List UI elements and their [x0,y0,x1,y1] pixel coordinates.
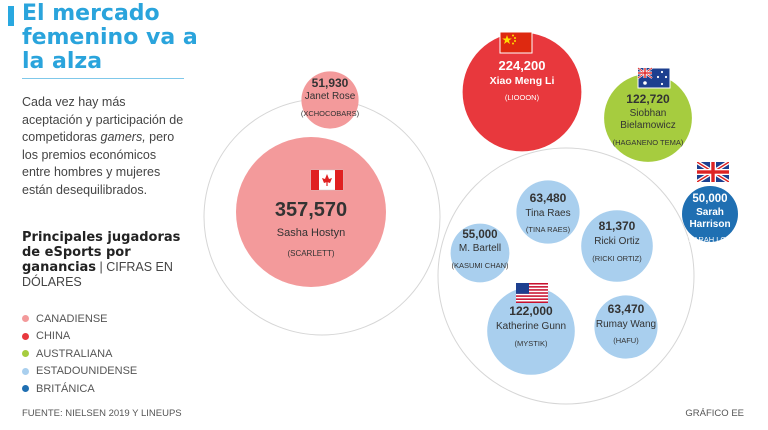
earnings-label-ricki-ortiz: 81,370 [599,219,636,233]
earnings-label-siobhan-bielamowicz: 122,720 [626,92,670,106]
alias-label-katherine-gunn: (MYSTIK) [515,339,548,348]
earnings-label-rumay-wang: 63,470 [608,302,645,316]
legend-label-australiana: AUSTRALIANA [36,347,113,360]
bubble-katherine-gunn [487,287,575,375]
name-label-tina-raes: Tina Raes [525,208,570,219]
legend-item-canadiense: CANADIENSE [22,310,137,328]
chart-subtitle-bold: Principales jugadoras de eSports por gan… [22,230,181,275]
earnings-label-sasha-hostyn: 357,570 [275,199,347,221]
name-label-sarah-harrison-2: Harrison [689,219,730,230]
graphic-credit: GRÁFICO EE [685,408,744,419]
name-label-ricki-ortiz: Ricki Ortiz [594,236,640,247]
alias-label-xiao-meng-li: (LIOOON) [505,93,540,102]
flags [310,31,729,303]
alias-label-sasha-hostyn: (SCARLETT) [287,249,334,258]
alias-label-m-bartell: (KASUMI CHAN) [451,261,509,270]
name-label-siobhan-bielamowicz-2: Bielamowicz [620,120,676,131]
bubbles [236,32,738,375]
intro-text-end: pero los premios económicos entre hombre… [22,130,175,197]
name-label-xiao-meng-li: Xiao Meng Li [490,75,555,87]
legend-label-canadiense: CANADIENSE [36,312,108,325]
name-label-sasha-hostyn: Sasha Hostyn [277,227,345,239]
alias-label-janet-rose: (XCHOCOBARS) [301,109,360,118]
canada-flag [310,169,344,191]
usa-group-ring [437,147,695,405]
legend-swatch-estadounidense [22,367,29,375]
legend-label-britanica: BRITÁNICA [36,382,95,395]
title-accent-bar [8,6,14,26]
name-label-janet-rose: Janet Rose [305,91,356,102]
earnings-label-xiao-meng-li: 224,200 [499,58,546,73]
bubble-sasha-hostyn [236,137,386,287]
legend-label-estadounidense: ESTADOUNIDENSE [36,365,138,378]
bubble-m-bartell [450,223,510,283]
legend-item-australiana: AUSTRALIANA [22,345,137,363]
bubble-labels: 357,570 Sasha Hostyn (SCARLETT) 51,930Janet… [275,58,735,348]
legend-swatch-china [22,332,29,340]
australia-flag [637,67,671,89]
legend-swatch-britanica [22,385,29,393]
legend-swatch-canadiense [22,315,29,323]
intro-text: Cada vez hay más aceptación y participac… [22,94,187,199]
bubble-ricki-ortiz [581,210,653,282]
intro-text-start: Cada vez hay más aceptación y participac… [22,95,184,144]
name-label-siobhan-bielamowicz-1: Siobhan [630,108,667,119]
alias-label-ricki-ortiz: (RICKI ORTIZ) [592,254,642,263]
legend-swatch-australiana [22,350,29,358]
chart-subtitle: Principales jugadoras de eSports por gan… [22,230,192,290]
china-flag [499,31,533,54]
chart-subtitle-separator: | [96,260,107,274]
uk-flag [697,162,729,182]
earnings-label-sarah-harrison: 50,000 [692,193,727,205]
bubble-xiao-meng-li [462,32,582,152]
legend: CANADIENSE CHINA AUSTRALIANA ESTADOUNIDE… [22,310,137,398]
name-label-m-bartell: M. Bartell [459,243,501,254]
source-note: FUENTE: NIELSEN 2019 Y LINEUPS [22,408,182,419]
bubble-tina-raes [516,180,580,244]
bubble-sarah-harrison [682,186,738,242]
chart-subtitle-unit: CIFRAS EN DÓLARES [22,260,173,289]
earnings-label-katherine-gunn: 122,000 [509,304,553,318]
legend-item-britanica: BRITÁNICA [22,380,137,398]
usa-flag [516,283,548,303]
alias-label-siobhan-bielamowicz: (HAGANENO TEMA) [613,138,684,147]
bubble-janet-rose [301,71,359,129]
legend-label-china: CHINA [36,330,71,343]
intro-text-emphasis: gamers, [100,130,146,144]
title-divider [22,78,184,79]
alias-label-rumay-wang: (HAFU) [613,336,639,345]
legend-item-estadounidense: ESTADOUNIDENSE [22,363,137,381]
name-label-katherine-gunn: Katherine Gunn [496,321,566,332]
alias-label-sarah-harrison: (SARAH LOU) [686,235,735,244]
alias-label-tina-raes: (TINA RAES) [526,225,571,234]
bubble-siobhan-bielamowicz [604,74,692,162]
name-label-sarah-harrison-1: Sarah [696,207,724,218]
earnings-label-tina-raes: 63,480 [530,191,567,205]
legend-item-china: CHINA [22,328,137,346]
earnings-label-m-bartell: 55,000 [462,229,497,241]
name-label-rumay-wang: Rumay Wang [596,319,656,330]
bubble-rumay-wang [594,295,658,359]
earnings-label-janet-rose: 51,930 [312,76,349,90]
page-title: El mercado femenino va a la alza [22,1,198,74]
